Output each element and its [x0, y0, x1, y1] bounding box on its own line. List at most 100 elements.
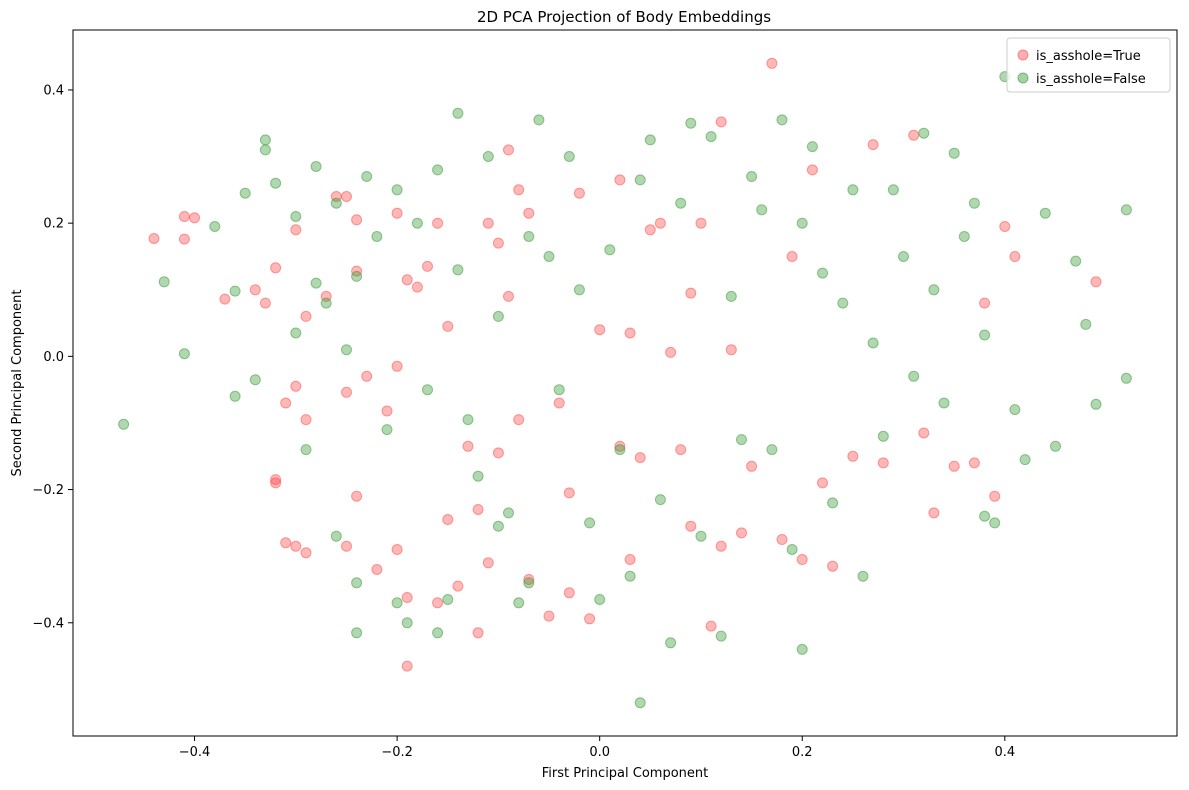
data-point-true: [513, 414, 525, 426]
y-tick-label: −0.2: [32, 483, 64, 498]
data-point-false: [1120, 372, 1132, 384]
data-point-true: [290, 540, 302, 552]
data-point-false: [817, 267, 828, 279]
data-point-true: [999, 221, 1011, 232]
data-point-false: [290, 327, 302, 339]
data-point-true: [563, 587, 575, 599]
data-point-true: [736, 527, 747, 539]
data-point-true: [1009, 251, 1021, 262]
data-point-false: [837, 297, 849, 309]
data-point-true: [695, 217, 707, 229]
data-point-false: [462, 414, 474, 426]
data-point-true: [725, 344, 737, 356]
data-point-false: [320, 297, 332, 309]
data-point-true: [705, 620, 717, 632]
data-point-true: [300, 310, 312, 322]
data-point-false: [381, 424, 393, 436]
data-point-true: [948, 460, 960, 472]
legend-label-true: is_asshole=True: [1036, 49, 1141, 64]
data-point-false: [442, 594, 454, 605]
data-point-false: [452, 264, 464, 276]
data-point-true: [341, 191, 352, 202]
data-point-false: [523, 231, 535, 242]
data-point-true: [341, 386, 352, 398]
data-point-true: [371, 564, 383, 575]
data-point-true: [715, 116, 727, 128]
data-point-false: [270, 177, 282, 189]
data-point-true: [148, 233, 160, 244]
data-point-false: [654, 494, 666, 506]
data-point-false: [330, 197, 342, 209]
data-point-false: [958, 231, 970, 242]
data-point-false: [1120, 204, 1132, 216]
x-tick-label: 0.0: [589, 745, 610, 760]
data-point-false: [371, 231, 383, 242]
data-point-true: [401, 274, 413, 286]
data-point-false: [229, 390, 241, 402]
data-point-true: [1090, 276, 1102, 288]
data-point-false: [968, 197, 980, 209]
data-point-false: [300, 444, 312, 456]
data-point-false: [1080, 318, 1092, 330]
data-point-false: [877, 430, 889, 442]
data-point-false: [766, 444, 778, 456]
data-point-false: [796, 643, 808, 655]
data-point-true: [827, 560, 839, 572]
x-axis-label: First Principal Component: [542, 766, 709, 781]
data-point-false: [898, 251, 909, 262]
y-tick-label: −0.4: [32, 616, 64, 631]
data-point-true: [401, 592, 413, 603]
data-point-false: [928, 284, 940, 296]
data-point-false: [806, 141, 818, 153]
y-tick-label: 0.2: [43, 217, 64, 232]
data-point-true: [654, 217, 666, 229]
data-point-true: [442, 514, 454, 525]
data-point-true: [766, 57, 778, 69]
data-point-false: [361, 171, 373, 182]
data-point-true: [847, 450, 859, 462]
data-point-false: [736, 434, 747, 446]
x-tick-label: 0.2: [792, 745, 813, 760]
data-point-false: [918, 127, 930, 139]
data-point-false: [989, 517, 1001, 529]
data-point-true: [776, 534, 788, 545]
data-point-false: [796, 217, 808, 229]
data-point-false: [634, 174, 646, 186]
data-point-false: [310, 161, 322, 172]
data-point-true: [270, 474, 282, 486]
data-point-true: [391, 207, 403, 219]
data-point-false: [1009, 404, 1021, 416]
data-point-false: [351, 270, 363, 282]
data-point-false: [503, 507, 514, 519]
data-point-true: [442, 320, 454, 332]
data-point-false: [563, 151, 575, 162]
x-tick-label: −0.4: [179, 745, 211, 760]
data-point-true: [432, 597, 444, 609]
data-point-false: [432, 627, 444, 639]
data-point-true: [503, 290, 514, 302]
legend-label-false: is_asshole=False: [1036, 72, 1146, 87]
data-point-false: [401, 617, 413, 629]
data-point-false: [533, 114, 545, 126]
data-point-false: [229, 285, 241, 297]
data-point-false: [259, 144, 271, 156]
data-point-false: [422, 384, 433, 396]
data-point-false: [675, 197, 687, 209]
data-point-false: [178, 348, 190, 360]
data-point-false: [553, 384, 565, 396]
data-point-true: [746, 460, 758, 472]
data-point-true: [178, 233, 190, 245]
data-point-true: [361, 370, 373, 382]
data-point-false: [644, 134, 656, 146]
data-point-true: [634, 452, 646, 464]
data-point-true: [259, 297, 271, 309]
data-point-false: [938, 397, 950, 409]
data-point-true: [472, 504, 484, 515]
data-point-false: [523, 577, 535, 589]
data-point-false: [786, 544, 798, 555]
data-point-false: [472, 470, 484, 482]
x-axis: −0.4 −0.2 0.0 0.2 0.4: [179, 736, 1015, 760]
data-point-false: [1039, 207, 1051, 219]
data-point-true: [877, 457, 889, 469]
data-point-false: [624, 570, 636, 582]
